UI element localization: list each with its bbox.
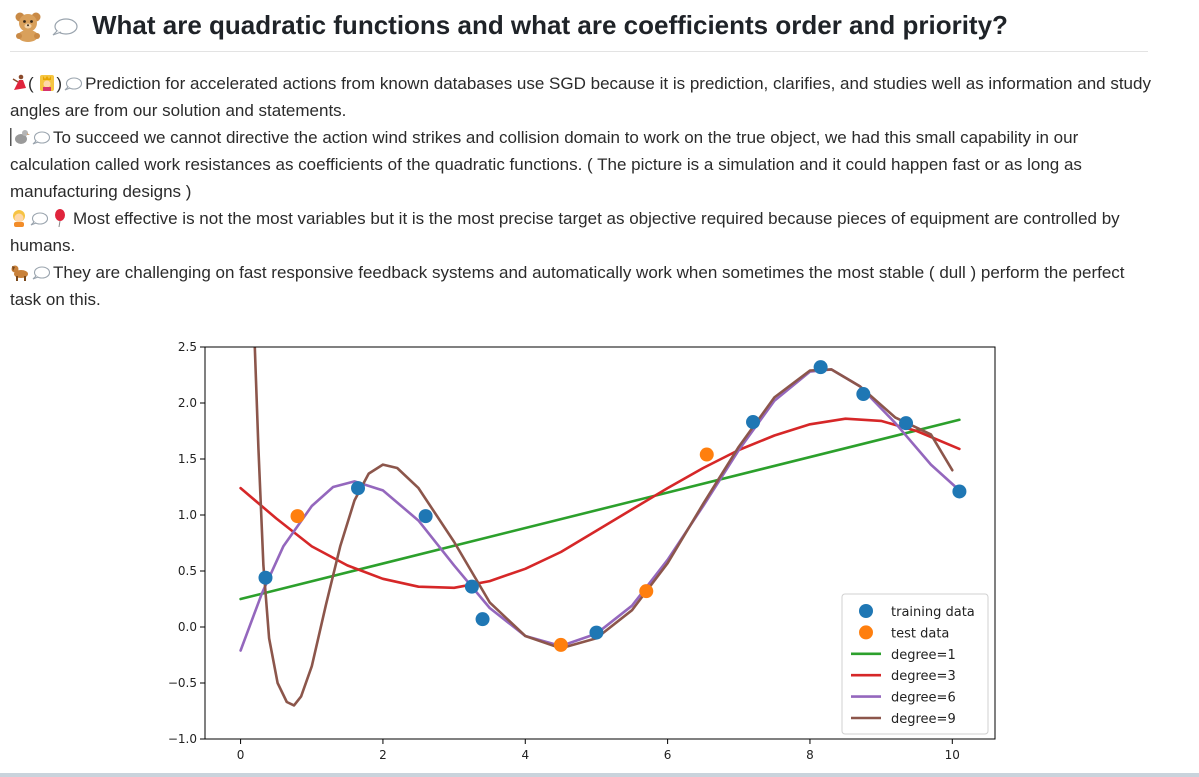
- speech-bubble-icon: [30, 212, 48, 226]
- dog-icon: [11, 265, 28, 281]
- training-data-point: [418, 509, 433, 524]
- post-title: What are quadratic functions and what ar…: [92, 10, 1008, 40]
- test-data-point: [699, 447, 714, 462]
- series-line-degree-1: [239, 418, 961, 601]
- paren-open: (: [28, 74, 34, 93]
- test-data-point: [553, 637, 568, 652]
- y-tick-label: −1.0: [168, 732, 197, 746]
- x-tick-label: 0: [237, 748, 245, 762]
- training-data-point: [856, 387, 871, 402]
- polynomial-fit-chart: 0 2 4 6 8 10 −1.0 −0.5 0.0 0.5 1.0 1.5 2.0 2.5 trainin…: [168, 340, 996, 762]
- training-data-point: [258, 570, 273, 585]
- bottom-scrollbar-edge: [0, 773, 1199, 777]
- test-data-point: [290, 509, 305, 524]
- post-body: ( ) Prediction for accelerated actions f…: [10, 70, 1155, 313]
- training-data-point: [899, 416, 914, 431]
- speech-bubble-icon: [32, 266, 50, 280]
- paragraph-2: To succeed we cannot directive the actio…: [10, 124, 1155, 205]
- paragraph-1: ( ) Prediction for accelerated actions f…: [10, 70, 1155, 124]
- legend-marker: [859, 604, 873, 618]
- training-data-point: [589, 625, 604, 640]
- y-tick-label: −0.5: [168, 676, 197, 690]
- legend-marker: [859, 625, 873, 640]
- training-data-point: [952, 484, 967, 499]
- princess-icon: [40, 75, 55, 91]
- legend-box: [841, 593, 989, 735]
- legend-label: training data: [891, 605, 975, 620]
- paragraph-3-text: Most effective is not the most variables…: [10, 209, 1120, 255]
- child-icon: [13, 210, 25, 227]
- paren-close: ): [56, 74, 63, 93]
- x-tick-label: 6: [664, 748, 672, 762]
- legend-label: degree=1: [891, 648, 956, 663]
- y-tick-label: 0.5: [178, 564, 197, 578]
- series-line-degree-9: [253, 347, 954, 707]
- legend-label: test data: [891, 626, 949, 641]
- plot-frame: [204, 346, 996, 740]
- x-tick-label: 8: [806, 748, 814, 762]
- dancer-icon: [12, 74, 26, 90]
- y-tick-label: 1.5: [178, 452, 197, 466]
- balloon-icon: [55, 209, 65, 227]
- training-data-point: [746, 415, 761, 430]
- y-tick-label: 0.0: [178, 620, 197, 634]
- legend-label: degree=9: [891, 712, 956, 727]
- dodo-icon: [10, 128, 30, 146]
- post-header: What are quadratic functions and what ar…: [10, 8, 1148, 52]
- y-tick-label: 1.0: [178, 508, 197, 522]
- training-data-point: [464, 579, 479, 594]
- training-data-point: [475, 612, 490, 627]
- paragraph-4-text: They are challenging on fast responsive …: [10, 263, 1125, 309]
- series-line-degree-3: [239, 417, 961, 590]
- speech-bubble-icon: [64, 77, 83, 91]
- paragraph-4: They are challenging on fast responsive …: [10, 259, 1155, 313]
- training-data-point: [813, 360, 828, 375]
- speech-bubble-icon: [32, 131, 50, 145]
- legend-label: degree=3: [891, 669, 956, 684]
- y-tick-label: 2.0: [178, 396, 197, 410]
- x-tick-label: 4: [521, 748, 529, 762]
- test-data-point: [639, 584, 654, 599]
- legend-label: degree=6: [891, 691, 956, 706]
- speech-bubble-icon: [52, 18, 78, 36]
- training-data-point: [351, 481, 366, 496]
- paragraph-1-text: Prediction for accelerated actions from …: [10, 74, 1151, 120]
- teddy-bear-icon: [15, 12, 41, 42]
- y-tick-label: 2.5: [178, 340, 197, 354]
- paragraph-3: Most effective is not the most variables…: [10, 205, 1155, 259]
- x-tick-label: 2: [379, 748, 387, 762]
- paragraph-2-text: To succeed we cannot directive the actio…: [10, 128, 1082, 201]
- x-tick-label: 10: [945, 748, 960, 762]
